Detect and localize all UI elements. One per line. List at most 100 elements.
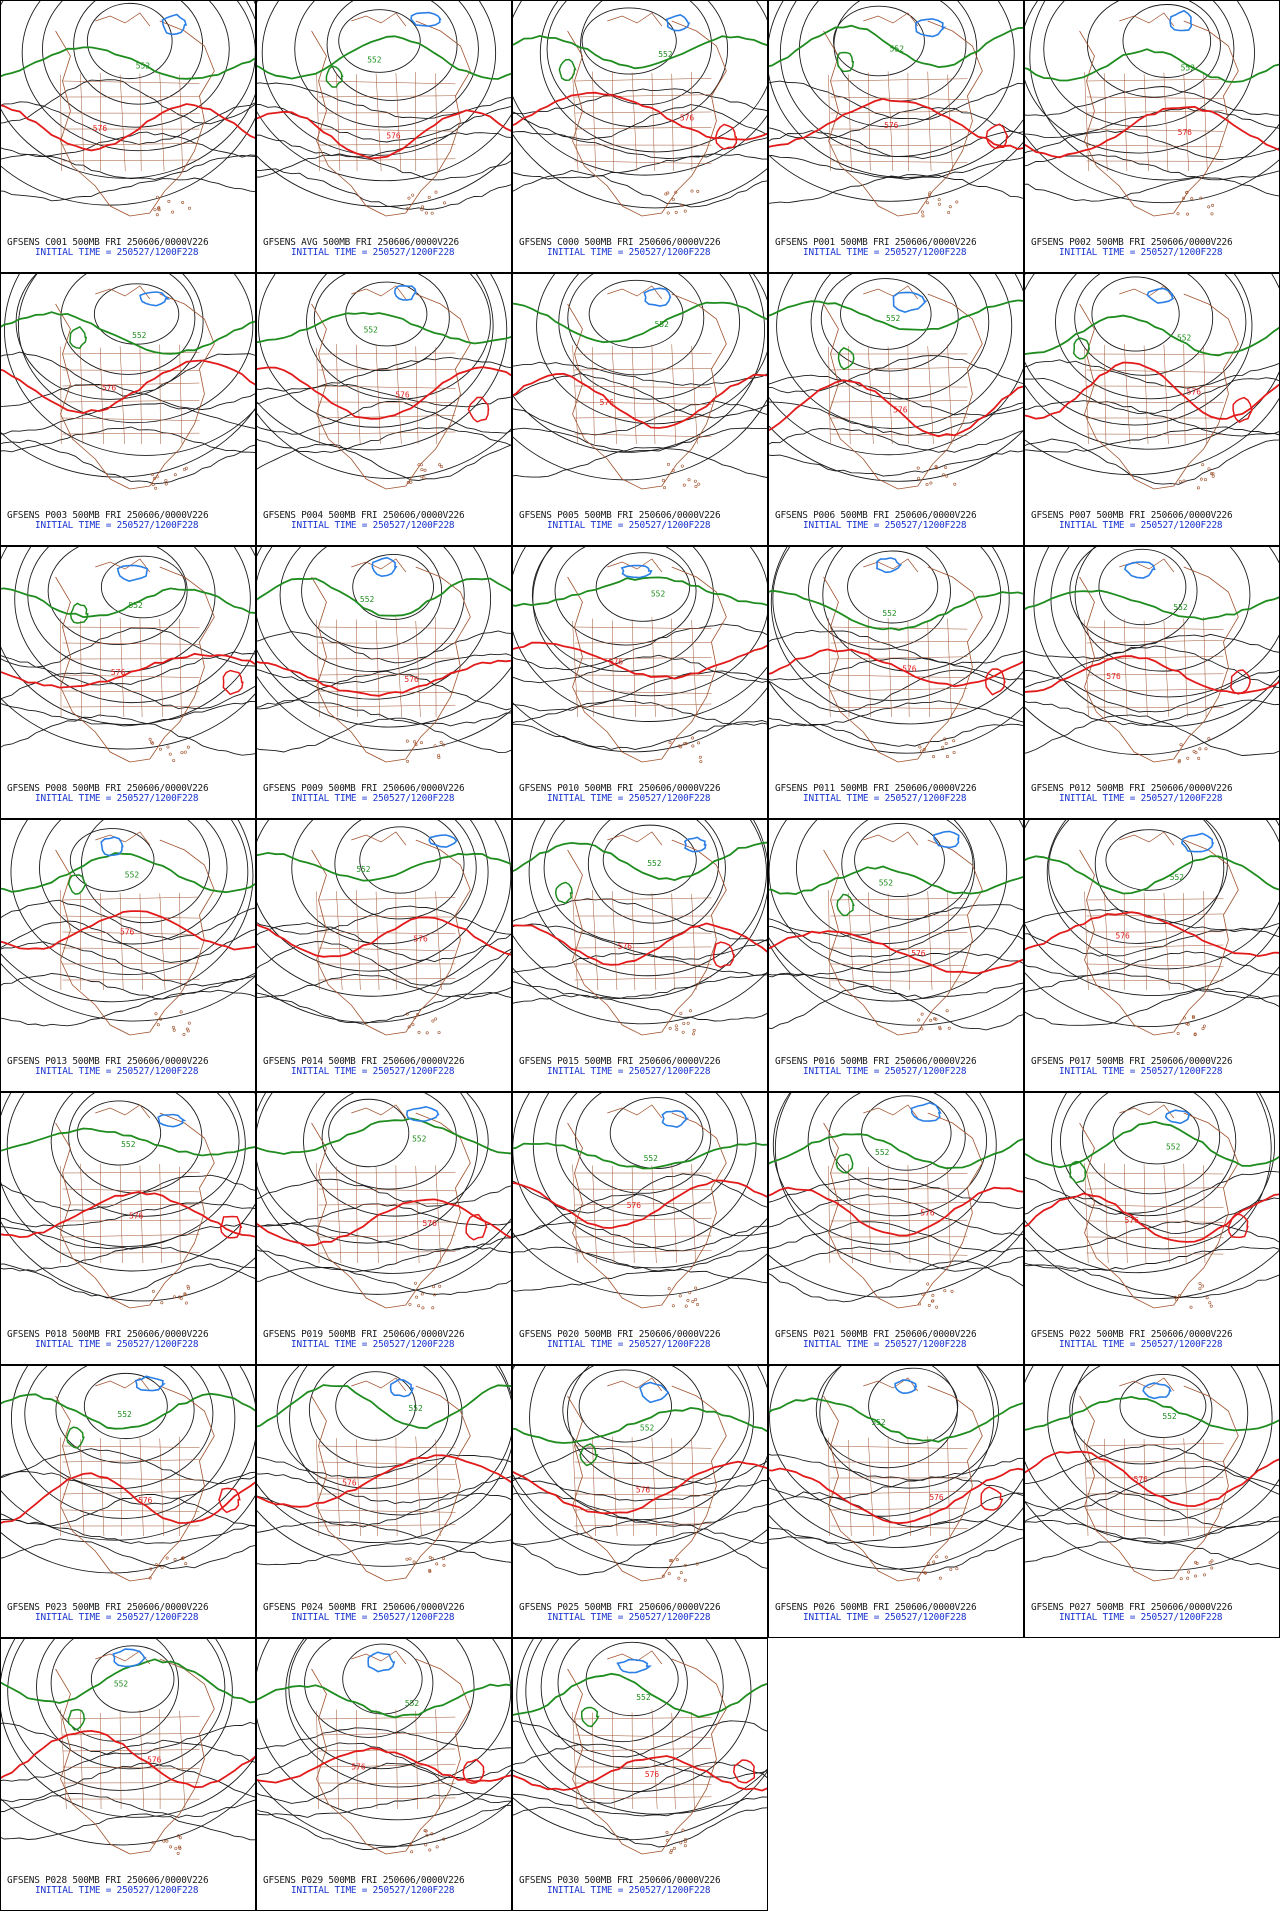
initial-time-label: INITIAL TIME = 250527/1200F228 bbox=[291, 1885, 455, 1896]
ensemble-member-panel: 552 576 GFSENS P023 500MB FRI 250606/0000V… bbox=[0, 1365, 256, 1638]
ensemble-member-panel: 552 576 GFSENS P006 500MB FRI 250606/0000V… bbox=[768, 273, 1024, 546]
panel-title: GFSENS P029 500MB FRI 250606/0000V226 bbox=[263, 1875, 465, 1886]
contour-map: 552 576 bbox=[257, 1639, 511, 1855]
ensemble-member-panel: 552 576 GFSENS C001 500MB FRI 250606/0000V… bbox=[0, 0, 256, 273]
svg-text:552: 552 bbox=[132, 331, 147, 340]
svg-text:552: 552 bbox=[1162, 1412, 1177, 1421]
panel-title: GFSENS AVG 500MB FRI 250606/0000V226 bbox=[263, 237, 459, 248]
panel-title: GFSENS P027 500MB FRI 250606/0000V226 bbox=[1031, 1602, 1233, 1613]
contour-map: 552 576 bbox=[1025, 274, 1279, 490]
svg-text:552: 552 bbox=[651, 589, 666, 598]
panel-title: GFSENS P017 500MB FRI 250606/0000V226 bbox=[1031, 1056, 1233, 1067]
panel-title: GFSENS P010 500MB FRI 250606/0000V226 bbox=[519, 783, 721, 794]
svg-text:552: 552 bbox=[1181, 64, 1196, 73]
panel-title: GFSENS C000 500MB FRI 250606/0000V226 bbox=[519, 237, 721, 248]
svg-text:576: 576 bbox=[1134, 1475, 1149, 1484]
contour-map: 552 576 bbox=[1, 274, 255, 490]
svg-text:576: 576 bbox=[1115, 931, 1130, 940]
ensemble-member-panel: 552 576 GFSENS P017 500MB FRI 250606/0000V… bbox=[1024, 819, 1280, 1092]
initial-time-label: INITIAL TIME = 250527/1200F228 bbox=[547, 1066, 711, 1077]
initial-time-label: INITIAL TIME = 250527/1200F228 bbox=[35, 1066, 199, 1077]
svg-text:552: 552 bbox=[1170, 873, 1185, 882]
initial-time-label: INITIAL TIME = 250527/1200F228 bbox=[803, 247, 967, 258]
svg-text:552: 552 bbox=[118, 1410, 133, 1419]
svg-text:576: 576 bbox=[111, 668, 126, 677]
initial-time-label: INITIAL TIME = 250527/1200F228 bbox=[547, 1339, 711, 1350]
initial-time-label: INITIAL TIME = 250527/1200F228 bbox=[547, 520, 711, 531]
svg-text:552: 552 bbox=[875, 1148, 890, 1157]
contour-map: 552 576 bbox=[257, 1093, 511, 1310]
svg-text:576: 576 bbox=[1187, 388, 1202, 397]
contour-map: 552 576 bbox=[513, 1366, 767, 1582]
svg-text:576: 576 bbox=[645, 1770, 660, 1779]
contour-map: 552 576 bbox=[1, 1093, 255, 1309]
svg-text:576: 576 bbox=[423, 1219, 438, 1228]
svg-text:576: 576 bbox=[1178, 128, 1193, 137]
panel-title: GFSENS P013 500MB FRI 250606/0000V226 bbox=[7, 1056, 209, 1067]
svg-text:552: 552 bbox=[405, 1699, 420, 1708]
ensemble-member-panel: 552 576 GFSENS P027 500MB FRI 250606/0000V… bbox=[1024, 1365, 1280, 1638]
panel-title: GFSENS P022 500MB FRI 250606/0000V226 bbox=[1031, 1329, 1233, 1340]
panel-title: GFSENS P021 500MB FRI 250606/0000V226 bbox=[775, 1329, 977, 1340]
panel-title: GFSENS P023 500MB FRI 250606/0000V226 bbox=[7, 1602, 209, 1613]
svg-text:552: 552 bbox=[364, 325, 379, 334]
svg-text:552: 552 bbox=[871, 1418, 886, 1427]
svg-text:576: 576 bbox=[884, 121, 899, 130]
initial-time-label: INITIAL TIME = 250527/1200F228 bbox=[803, 1339, 967, 1350]
svg-text:552: 552 bbox=[658, 50, 673, 59]
svg-text:552: 552 bbox=[640, 1423, 655, 1432]
ensemble-member-panel: 552 576 GFSENS C000 500MB FRI 250606/0000V… bbox=[512, 0, 768, 273]
svg-text:576: 576 bbox=[351, 1763, 366, 1772]
svg-text:552: 552 bbox=[128, 601, 143, 610]
svg-text:576: 576 bbox=[627, 1201, 642, 1210]
ensemble-member-panel: 552 576 GFSENS P001 500MB FRI 250606/0000V… bbox=[768, 0, 1024, 273]
panel-title: GFSENS P018 500MB FRI 250606/0000V226 bbox=[7, 1329, 209, 1340]
svg-text:552: 552 bbox=[882, 609, 897, 618]
contour-map: 552 576 bbox=[1025, 547, 1279, 764]
panel-title: GFSENS P016 500MB FRI 250606/0000V226 bbox=[775, 1056, 977, 1067]
panel-title: GFSENS P007 500MB FRI 250606/0000V226 bbox=[1031, 510, 1233, 521]
svg-text:552: 552 bbox=[360, 595, 375, 604]
panel-title: GFSENS P026 500MB FRI 250606/0000V226 bbox=[775, 1602, 977, 1613]
panel-title: GFSENS P003 500MB FRI 250606/0000V226 bbox=[7, 510, 209, 521]
contour-map: 552 576 bbox=[1025, 820, 1279, 1037]
panel-title: GFSENS P009 500MB FRI 250606/0000V226 bbox=[263, 783, 465, 794]
initial-time-label: INITIAL TIME = 250527/1200F228 bbox=[547, 1885, 711, 1896]
panel-title: GFSENS P019 500MB FRI 250606/0000V226 bbox=[263, 1329, 465, 1340]
contour-map: 552 576 bbox=[257, 547, 511, 763]
initial-time-label: INITIAL TIME = 250527/1200F228 bbox=[291, 1339, 455, 1350]
panel-title: GFSENS P028 500MB FRI 250606/0000V226 bbox=[7, 1875, 209, 1886]
contour-map: 552 576 bbox=[769, 274, 1023, 490]
initial-time-label: INITIAL TIME = 250527/1200F228 bbox=[547, 793, 711, 804]
contour-map: 552 576 bbox=[1, 1, 255, 217]
ensemble-member-panel: 552 576 GFSENS P018 500MB FRI 250606/0000V… bbox=[0, 1092, 256, 1365]
ensemble-member-panel: 552 576 GFSENS P026 500MB FRI 250606/0000V… bbox=[768, 1365, 1024, 1638]
svg-text:576: 576 bbox=[386, 131, 401, 140]
contour-map: 552 576 bbox=[257, 1366, 511, 1582]
initial-time-label: INITIAL TIME = 250527/1200F228 bbox=[35, 793, 199, 804]
contour-map: 552 576 bbox=[1025, 1366, 1279, 1582]
initial-time-label: INITIAL TIME = 250527/1200F228 bbox=[803, 1066, 967, 1077]
svg-text:552: 552 bbox=[1166, 1142, 1181, 1151]
panel-title: GFSENS P008 500MB FRI 250606/0000V226 bbox=[7, 783, 209, 794]
ensemble-member-panel: 552 576 GFSENS P015 500MB FRI 250606/0000V… bbox=[512, 819, 768, 1092]
svg-text:552: 552 bbox=[136, 61, 151, 70]
ensemble-member-panel: 552 576 GFSENS P004 500MB FRI 250606/0000V… bbox=[256, 273, 512, 546]
svg-text:576: 576 bbox=[911, 949, 926, 958]
contour-map: 552 576 bbox=[769, 1093, 1023, 1309]
svg-text:576: 576 bbox=[600, 398, 615, 407]
initial-time-label: INITIAL TIME = 250527/1200F228 bbox=[1059, 1339, 1223, 1350]
contour-map: 552 576 bbox=[257, 274, 511, 490]
svg-text:576: 576 bbox=[609, 657, 624, 666]
svg-text:576: 576 bbox=[395, 391, 410, 400]
ensemble-member-panel: 552 576 GFSENS P013 500MB FRI 250606/0000V… bbox=[0, 819, 256, 1092]
initial-time-label: INITIAL TIME = 250527/1200F228 bbox=[291, 520, 455, 531]
svg-text:552: 552 bbox=[1177, 333, 1192, 342]
initial-time-label: INITIAL TIME = 250527/1200F228 bbox=[1059, 247, 1223, 258]
svg-text:576: 576 bbox=[120, 927, 135, 936]
svg-text:552: 552 bbox=[408, 1404, 423, 1413]
initial-time-label: INITIAL TIME = 250527/1200F228 bbox=[1059, 520, 1223, 531]
initial-time-label: INITIAL TIME = 250527/1200F228 bbox=[291, 793, 455, 804]
contour-map: 552 576 bbox=[513, 1639, 767, 1855]
